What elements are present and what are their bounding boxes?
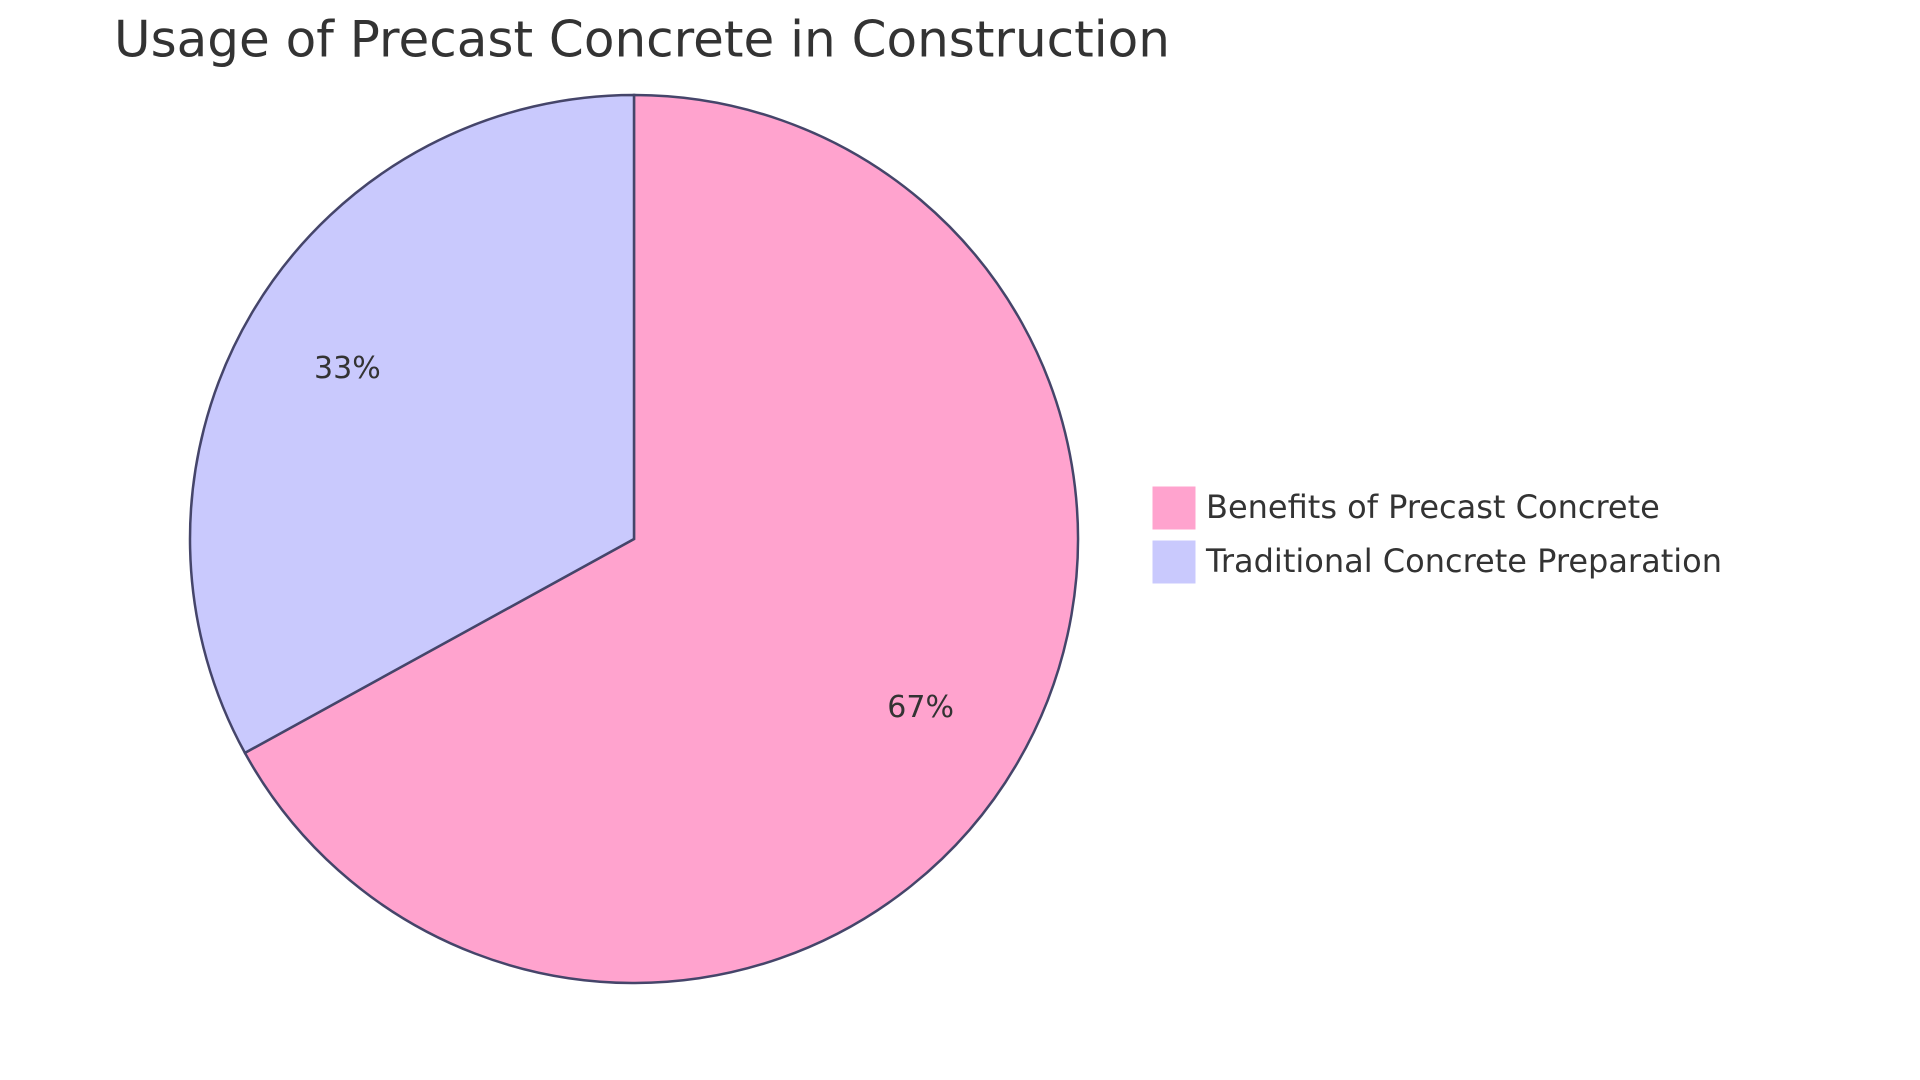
pie-slice: [188, 93, 636, 755]
legend-swatch: [1151, 485, 1197, 531]
pie-slice: [243, 93, 1080, 985]
data-label: 67%: [887, 690, 954, 725]
chart-title: Usage of Precast Concrete in Constructio…: [114, 11, 1170, 69]
legend-label: Traditional Concrete Preparation: [1205, 542, 1722, 580]
legend-swatch: [1151, 539, 1197, 585]
data-label: 33%: [314, 351, 381, 386]
legend-label: Benefits of Precast Concrete: [1206, 488, 1660, 526]
